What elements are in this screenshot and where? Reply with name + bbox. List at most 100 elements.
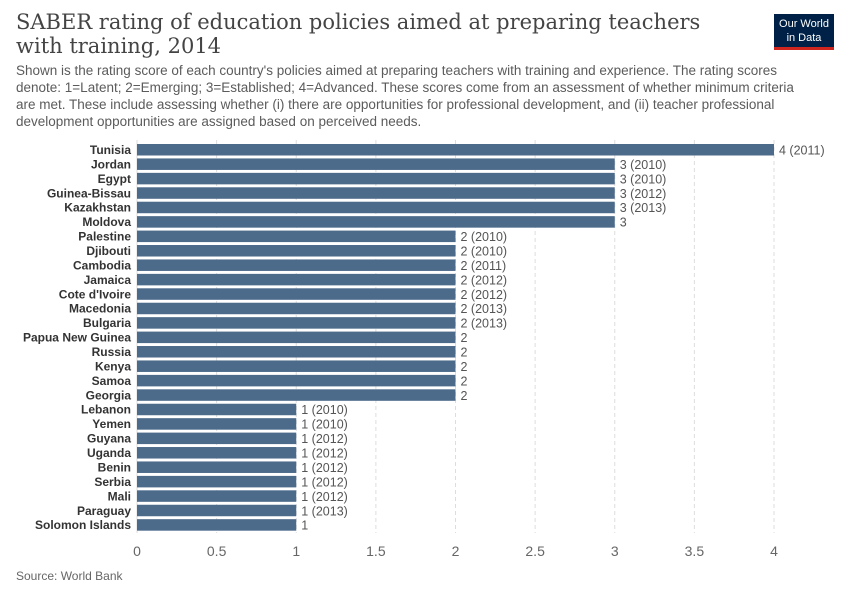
value-label: 2	[461, 374, 468, 388]
x-tick-label: 1.5	[366, 543, 386, 559]
category-label: Guyana	[87, 432, 131, 446]
bars	[137, 144, 774, 531]
category-label: Djibouti	[86, 244, 131, 258]
value-label: 2 (2013)	[461, 317, 508, 331]
value-label: 3 (2010)	[620, 172, 667, 186]
category-labels: TunisiaJordanEgyptGuinea-BissauKazakhsta…	[23, 143, 131, 532]
logo-line-2: in Data	[786, 32, 822, 44]
bar[interactable]	[137, 216, 615, 228]
value-label: 1 (2012)	[301, 461, 348, 475]
bar[interactable]	[137, 475, 297, 488]
bar[interactable]	[137, 230, 456, 243]
category-label: Jamaica	[84, 273, 132, 287]
category-label: Solomon Islands	[35, 518, 131, 532]
value-label: 2	[461, 331, 468, 345]
value-label: 1 (2010)	[301, 418, 348, 432]
bar[interactable]	[137, 504, 297, 517]
x-tick-label: 0.5	[207, 543, 227, 559]
bar[interactable]	[137, 346, 456, 358]
x-tick-label: 3.5	[685, 543, 705, 559]
bar[interactable]	[137, 490, 297, 502]
category-label: Kenya	[95, 359, 131, 373]
category-label: Cote d'Ivoire	[59, 287, 132, 301]
category-label: Georgia	[86, 388, 132, 402]
category-label: Bulgaria	[83, 316, 131, 330]
value-label: 1	[301, 519, 308, 533]
value-label: 3 (2010)	[620, 158, 667, 172]
value-label: 2	[461, 360, 468, 374]
category-label: Cambodia	[73, 258, 131, 272]
category-label: Guinea-Bissau	[47, 186, 131, 200]
category-label: Moldova	[82, 215, 131, 229]
value-label: 2 (2010)	[461, 245, 508, 259]
value-labels: 4 (2011)3 (2010)3 (2010)3 (2012)3 (2013)…	[301, 144, 824, 533]
value-label: 1 (2012)	[301, 447, 348, 461]
owid-logo[interactable]: Our World in Data	[774, 14, 834, 50]
bar[interactable]	[137, 187, 615, 199]
bar[interactable]	[137, 461, 297, 473]
chart-subtitle: Shown is the rating score of each countr…	[16, 63, 794, 129]
bar[interactable]	[137, 288, 456, 300]
value-label: 2 (2012)	[461, 273, 508, 287]
x-tick-label: 1	[292, 543, 300, 559]
value-label: 3	[620, 216, 627, 230]
value-label: 2	[461, 389, 468, 403]
category-label: Papua New Guinea	[23, 331, 131, 345]
bar[interactable]	[137, 331, 456, 344]
bar[interactable]	[137, 158, 615, 170]
category-label: Yemen	[92, 417, 131, 431]
logo-line-1: Our World	[779, 18, 829, 30]
bar[interactable]	[137, 273, 456, 286]
bar[interactable]	[137, 259, 456, 271]
value-label: 1 (2012)	[301, 490, 348, 504]
value-label: 2 (2011)	[461, 259, 507, 273]
category-label: Tunisia	[90, 143, 131, 157]
value-label: 2	[461, 346, 468, 360]
x-tick-label: 2	[452, 543, 460, 559]
bar[interactable]	[137, 418, 297, 430]
value-label: 2 (2012)	[461, 288, 508, 302]
value-label: 1 (2010)	[301, 403, 348, 417]
x-tick-label: 2.5	[525, 543, 545, 559]
category-label: Mali	[108, 489, 131, 503]
bar[interactable]	[137, 432, 297, 445]
category-label: Jordan	[91, 157, 131, 171]
category-label: Samoa	[92, 374, 132, 388]
category-label: Benin	[98, 460, 131, 474]
category-label: Serbia	[94, 475, 131, 489]
bar[interactable]	[137, 374, 456, 387]
source-note: Source: World Bank	[16, 569, 123, 583]
category-label: Paraguay	[77, 504, 131, 518]
bar[interactable]	[137, 519, 297, 531]
value-label: 3 (2013)	[620, 201, 667, 215]
x-tick-label: 3	[611, 543, 619, 559]
category-label: Palestine	[78, 230, 131, 244]
bar[interactable]	[137, 201, 615, 214]
bar[interactable]	[137, 144, 774, 156]
bar[interactable]	[137, 172, 615, 185]
value-label: 1 (2012)	[301, 432, 348, 446]
category-label: Russia	[92, 345, 132, 359]
chart-title: SABER rating of education policies aimed…	[16, 10, 701, 58]
value-label: 1 (2012)	[301, 475, 348, 489]
bar[interactable]	[137, 245, 456, 257]
value-label: 1 (2013)	[301, 504, 348, 518]
value-label: 3 (2012)	[620, 187, 667, 201]
x-tick-label: 0	[133, 543, 141, 559]
bar[interactable]	[137, 360, 456, 372]
bar[interactable]	[137, 317, 456, 329]
bar[interactable]	[137, 403, 297, 416]
category-label: Uganda	[87, 446, 131, 460]
category-label: Kazakhstan	[64, 201, 131, 215]
value-label: 2 (2013)	[461, 302, 508, 316]
bar[interactable]	[137, 389, 456, 401]
bar[interactable]	[137, 302, 456, 315]
category-label: Macedonia	[69, 302, 131, 316]
bar[interactable]	[137, 447, 297, 459]
x-tick-label: 4	[770, 543, 778, 559]
value-label: 4 (2011)	[779, 144, 825, 158]
value-label: 2 (2010)	[461, 230, 508, 244]
category-label: Lebanon	[81, 403, 131, 417]
x-axis-ticks: 0 0.5 1 1.5 2 2.5 3 3.5 4	[133, 543, 778, 559]
